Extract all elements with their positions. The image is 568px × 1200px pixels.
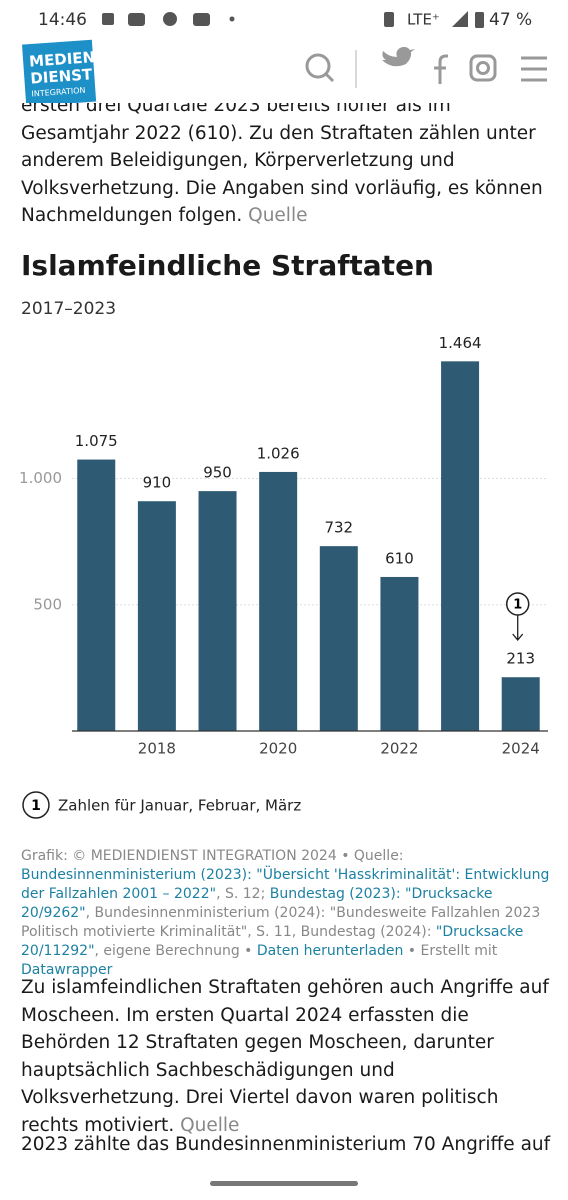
nav-bar xyxy=(0,1164,568,1200)
chart-subtitle: 2017–2023 xyxy=(21,299,116,319)
chart-title: Islamfeindliche Straftaten xyxy=(21,249,434,282)
paragraph-text: Zu islamfeindlichen Straftaten gehören a… xyxy=(21,977,549,1136)
bar xyxy=(259,471,298,731)
value-label: 1.464 xyxy=(439,334,482,352)
annotation-arrow xyxy=(512,615,524,642)
source-segment: Bundesinnenministerium (2023): "Übersich… xyxy=(21,867,550,902)
facebook-icon[interactable] xyxy=(434,54,448,84)
logo-box xyxy=(21,39,97,107)
paragraph: Zu islamfeindlichen Straftaten gehören a… xyxy=(21,974,551,1139)
chart-source: Grafik: © MEDIENDIENST INTEGRATION 2024 … xyxy=(21,847,551,980)
paragraph: 2023 zählte das Bundesinnenministerium 7… xyxy=(21,1131,551,1159)
value-label: 732 xyxy=(324,519,353,537)
footnote-marker: 1 xyxy=(31,798,41,814)
footnote-text: Zahlen für Januar, Februar, März xyxy=(58,797,301,815)
source-segment: , S. 12; xyxy=(216,886,270,902)
value-label: 1.075 xyxy=(75,432,118,450)
menu-icon[interactable] xyxy=(521,56,547,82)
x-tick-label: 2020 xyxy=(259,740,297,758)
search-icon[interactable] xyxy=(305,53,335,83)
logo[interactable]: MEDIEN DIENST INTEGRATION xyxy=(21,39,98,107)
source-link[interactable]: Quelle xyxy=(180,1114,240,1136)
bar xyxy=(380,576,419,731)
paragraph-text: 2023 zählte das Bundesinnenministerium 7… xyxy=(21,1134,551,1155)
source-segment: Grafik: © MEDIENDIENST INTEGRATION 2024 … xyxy=(21,848,404,864)
y-tick-label: 500 xyxy=(33,595,62,613)
status-network: LTE⁺ xyxy=(407,11,440,29)
logo-line: INTEGRATION xyxy=(31,86,86,99)
source-segment: , Bundesinnenministerium (2024): "Bundes… xyxy=(21,905,541,940)
source-segment: Daten herunterladen xyxy=(256,943,404,959)
value-label: 610 xyxy=(385,549,414,567)
header-graphics: 14:46 LTE⁺ 47 % MEDIEN DIENST INTEGRATIO… xyxy=(21,10,547,107)
logo-line: DIENST xyxy=(30,65,94,87)
y-tick-label: 1.000 xyxy=(19,469,62,487)
bar xyxy=(319,546,358,731)
source-segment: , eigene Berechnung • xyxy=(94,943,257,959)
source-segment: "Drucksacke 20/11292" xyxy=(21,924,524,959)
paragraph-text: ersten drei Quartale 2023 bereits höher … xyxy=(21,95,543,226)
twitter-icon[interactable] xyxy=(382,46,415,67)
bar xyxy=(77,459,116,731)
source-segment: Datawrapper xyxy=(21,962,113,978)
source-segment: • Erstellt mit xyxy=(403,943,498,959)
value-label: 910 xyxy=(143,474,172,492)
bar xyxy=(441,361,480,731)
status-icons xyxy=(102,11,484,28)
source-link[interactable]: Quelle xyxy=(248,205,308,226)
bar xyxy=(198,491,237,731)
value-label: 1.026 xyxy=(257,444,300,462)
chart: Islamfeindliche Straftaten 2017–2023 500… xyxy=(19,249,548,819)
logo-line: MEDIEN xyxy=(29,48,96,71)
status-battery: 47 % xyxy=(489,10,532,30)
paragraph: ersten drei Quartale 2023 bereits höher … xyxy=(21,92,551,230)
source-segment: Bundestag (2023): "Drucksacke 20/9262" xyxy=(21,886,493,921)
annotation-marker: 1 xyxy=(513,598,522,613)
home-handle[interactable] xyxy=(210,1181,358,1186)
footnote-circle xyxy=(22,791,50,819)
x-tick-label: 2024 xyxy=(502,740,540,758)
app-header: 14:46 LTE⁺ 47 % MEDIEN DIENST INTEGRATIO… xyxy=(0,0,568,107)
x-tick-label: 2022 xyxy=(380,740,418,758)
status-time: 14:46 xyxy=(38,10,87,30)
bar xyxy=(501,677,540,731)
value-label: 950 xyxy=(203,464,232,482)
header-icons xyxy=(305,46,547,88)
x-tick-label: 2018 xyxy=(138,740,176,758)
instagram-icon[interactable] xyxy=(469,54,497,82)
value-label: 213 xyxy=(506,650,535,668)
bar xyxy=(137,501,176,731)
